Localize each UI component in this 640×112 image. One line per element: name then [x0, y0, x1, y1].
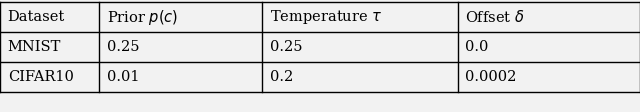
Text: Dataset: Dataset [8, 10, 65, 24]
Text: 0.25: 0.25 [270, 40, 303, 54]
Text: Temperature $\tau$: Temperature $\tau$ [270, 8, 383, 26]
Text: MNIST: MNIST [8, 40, 61, 54]
Text: 0.01: 0.01 [107, 70, 140, 84]
Text: 0.25: 0.25 [107, 40, 140, 54]
Text: Prior $p(c)$: Prior $p(c)$ [107, 8, 179, 27]
Text: 0.2: 0.2 [270, 70, 293, 84]
Text: 0.0002: 0.0002 [465, 70, 516, 84]
Text: Offset $\delta$: Offset $\delta$ [465, 9, 525, 25]
Text: CIFAR10: CIFAR10 [8, 70, 74, 84]
Text: 0.0: 0.0 [465, 40, 489, 54]
